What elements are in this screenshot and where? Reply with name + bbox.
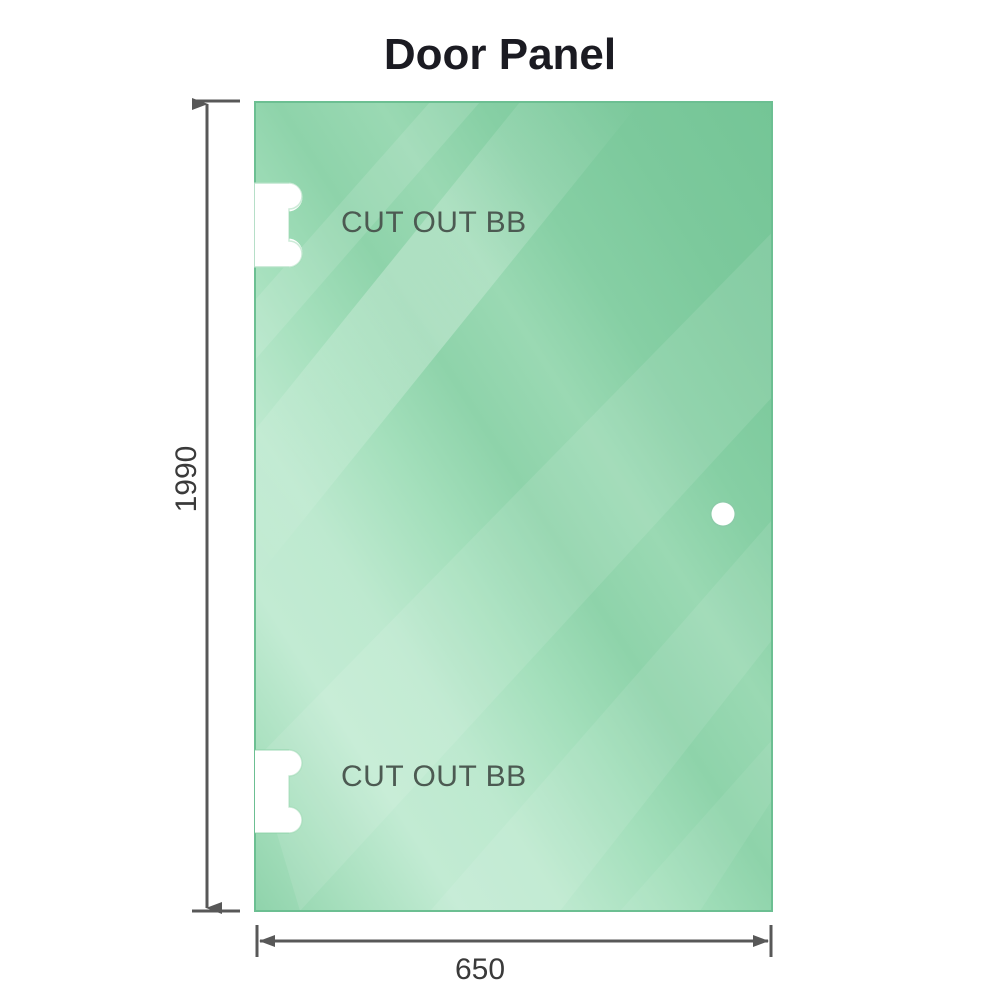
panel-outline xyxy=(254,101,773,912)
glass-reflection-streaks xyxy=(255,102,772,911)
cut-out-bb-bottom[interactable] xyxy=(255,749,303,834)
page-title: Door Panel xyxy=(383,30,617,79)
dimension-height-label: 1990 xyxy=(170,445,203,513)
cut-out-label-top: CUT OUT BB xyxy=(341,206,527,239)
cut-out-bb-top[interactable] xyxy=(254,182,303,268)
dimension-width-label: 650 xyxy=(455,953,506,986)
dimension-height xyxy=(192,98,240,914)
cut-out-label-bottom: CUT OUT BB xyxy=(341,760,527,793)
dimension-width xyxy=(255,925,773,957)
handle-hole[interactable] xyxy=(710,501,736,527)
glass-panel xyxy=(254,101,773,912)
